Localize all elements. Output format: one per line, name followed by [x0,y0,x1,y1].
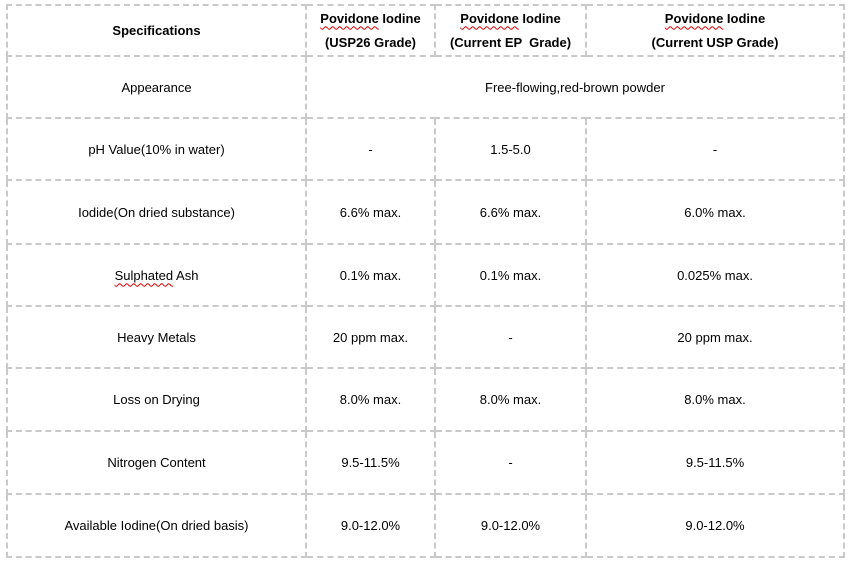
product-name-rest: Iodine [723,10,766,26]
value-usp26: 9.5-11.5% [305,430,436,495]
value-ep: 1.5-5.0 [434,117,587,181]
value-ep: 8.0% max. [434,367,587,432]
product-name-rest: Iodine [518,10,561,26]
value-usp26: 0.1% max. [305,243,436,307]
product-grade: (USP26 Grade) [324,34,417,50]
value-usp: - [585,117,845,181]
value-ep: 9.0-12.0% [434,493,587,558]
product-name: Povidone Iodine [591,7,839,31]
table-row-available-iodine: Available Iodine(On dried basis) 9.0-12.… [6,493,845,558]
value-usp: 9.5-11.5% [585,430,845,495]
table-header-row: Specifications Povidone Iodine (USP26 Gr… [6,4,845,57]
spec-label-available-iodine: Available Iodine(On dried basis) [6,493,307,558]
appearance-merged-value: Free-flowing,red-brown powder [305,55,845,119]
product-name: Povidone Iodine [311,7,430,31]
product-name-word: Povidone [664,10,724,26]
value-usp: 8.0% max. [585,367,845,432]
header-product-usp: Povidone Iodine (Current USP Grade) [585,4,845,57]
header-specifications: Specifications [6,4,307,57]
value-usp26: 20 ppm max. [305,305,436,369]
value-usp: 9.0-12.0% [585,493,845,558]
table-row-ph-value: pH Value(10% in water) - 1.5-5.0 - [6,117,845,181]
spec-label-heavy-metals: Heavy Metals [6,305,307,369]
value-usp26: - [305,117,436,181]
table-row-iodide: Iodide(On dried substance) 6.6% max. 6.6… [6,179,845,245]
header-product-usp26: Povidone Iodine (USP26 Grade) [305,4,436,57]
product-name-word: Povidone [460,10,519,26]
specifications-table: Specifications Povidone Iodine (USP26 Gr… [6,4,845,558]
spec-label-word: Sulphated [114,267,174,283]
value-usp: 6.0% max. [585,179,845,245]
value-usp: 20 ppm max. [585,305,845,369]
value-ep: - [434,430,587,495]
value-usp26: 8.0% max. [305,367,436,432]
spec-label-rest: Ash [173,267,199,283]
spec-label-loss-on-drying: Loss on Drying [6,367,307,432]
product-grade: (Current EP Grade) [449,34,572,50]
product-name-word: Povidone [320,10,379,26]
spec-label-nitrogen-content: Nitrogen Content [6,430,307,495]
spec-label-sulphated-ash: Sulphated Ash [6,243,307,307]
product-name: Povidone Iodine [440,7,581,31]
table-row-nitrogen-content: Nitrogen Content 9.5-11.5% - 9.5-11.5% [6,430,845,495]
value-ep: 6.6% max. [434,179,587,245]
table-row-sulphated-ash: Sulphated Ash 0.1% max. 0.1% max. 0.025%… [6,243,845,307]
product-name-rest: Iodine [378,10,421,26]
value-usp26: 9.0-12.0% [305,493,436,558]
spec-label-iodide: Iodide(On dried substance) [6,179,307,245]
value-usp: 0.025% max. [585,243,845,307]
table-row-loss-on-drying: Loss on Drying 8.0% max. 8.0% max. 8.0% … [6,367,845,432]
spec-label-appearance: Appearance [6,55,307,119]
table-row-heavy-metals: Heavy Metals 20 ppm max. - 20 ppm max. [6,305,845,369]
header-product-ep: Povidone Iodine (Current EP Grade) [434,4,587,57]
value-ep: - [434,305,587,369]
value-usp26: 6.6% max. [305,179,436,245]
value-ep: 0.1% max. [434,243,587,307]
header-specifications-label: Specifications [112,23,201,38]
table-row-appearance: Appearance Free-flowing,red-brown powder [6,55,845,119]
product-grade: (Current USP Grade) [651,34,779,50]
spec-label-ph-value: pH Value(10% in water) [6,117,307,181]
